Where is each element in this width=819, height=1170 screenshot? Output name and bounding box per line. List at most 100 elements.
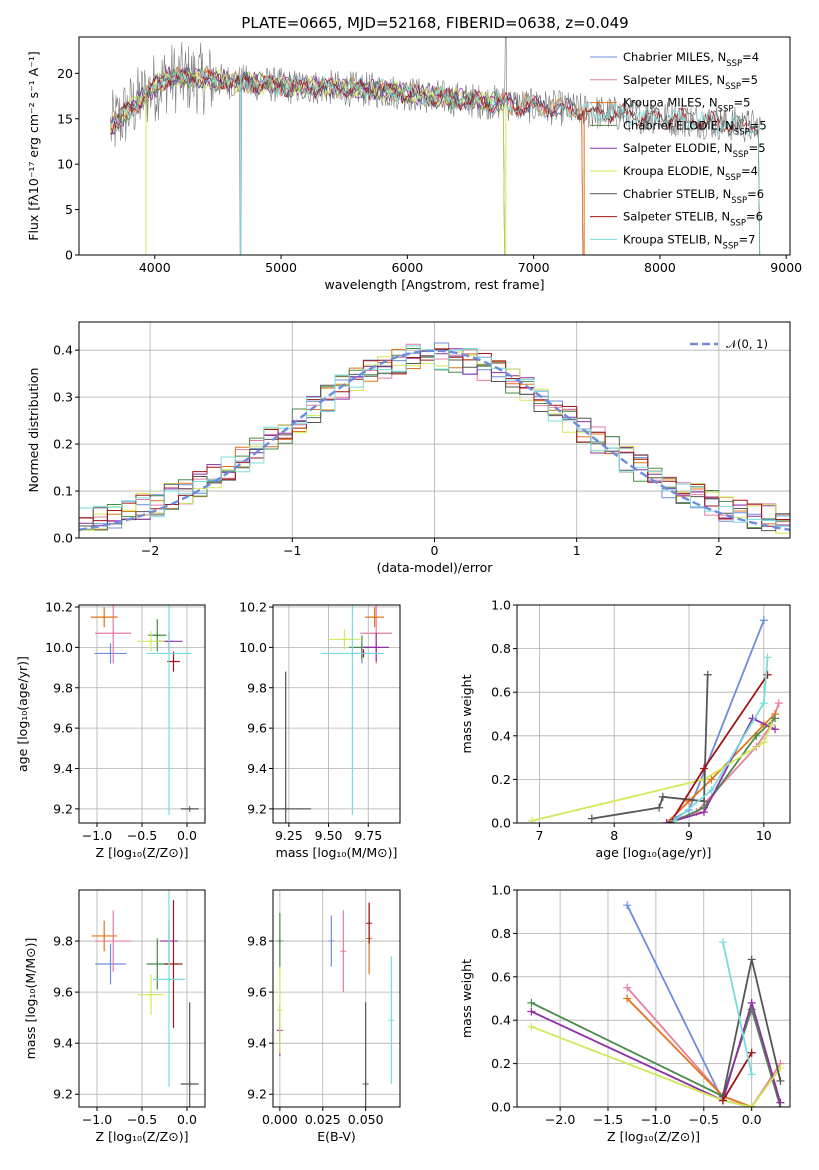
y-axis-label: mass weight [459, 674, 474, 753]
legend-subscript: SSP [733, 150, 749, 160]
x-tick-label: 9.25 [275, 828, 303, 843]
data-point [527, 1007, 536, 1016]
x-tick-label: 0.050 [348, 1112, 384, 1127]
data-point [527, 816, 536, 823]
mass-weight-line [666, 702, 780, 823]
data-point [718, 938, 727, 947]
data-point [747, 1070, 756, 1079]
x-tick-label: 8000 [644, 260, 676, 275]
data-point [718, 1096, 727, 1105]
y-tick-label: 0.6 [491, 685, 511, 700]
y-axis-label: Flux [fλ10⁻¹⁷ erg cm⁻² s⁻¹ A⁻¹] [26, 51, 41, 240]
x-axis-label: (data-model)/error [377, 560, 494, 575]
y-tick-label: 10 [57, 157, 73, 172]
age-mass-frame [272, 604, 401, 824]
legend-value: =6 [746, 210, 763, 224]
x-tick-label: 9.75 [354, 828, 382, 843]
data-point [707, 786, 716, 795]
data-point [752, 731, 761, 740]
mass-weight-line [531, 724, 773, 822]
data-point [170, 961, 177, 968]
x-tick-label: −1.5 [593, 1112, 623, 1127]
x-tick-label: 0.0 [177, 828, 197, 843]
x-axis-label: wavelength [Angstrom, rest frame] [324, 277, 544, 292]
data-point [527, 998, 536, 1007]
y-tick-label: 0.0 [491, 816, 511, 831]
legend-label: Chabrier ELODIE, NSSP=5 [623, 118, 767, 137]
legend-label: Chabrier MILES, NSSP=4 [623, 50, 759, 69]
data-point [371, 614, 378, 621]
mass-ebv-plot-area [276, 902, 395, 1107]
x-tick-label: −0.5 [127, 828, 157, 843]
model-spectrum-line [110, 69, 761, 255]
data-point [186, 1081, 193, 1088]
data-point [388, 1017, 395, 1024]
data-point [776, 1076, 785, 1085]
x-tick-label: 9.50 [315, 828, 343, 843]
y-tick-label: 5 [65, 202, 73, 217]
data-point [699, 797, 708, 806]
x-tick-label: 0 [431, 543, 439, 558]
x-axis-label: Z [log₁₀(Z/Z⊙)] [96, 1129, 189, 1144]
residuals-frame [78, 321, 791, 539]
data-point [771, 725, 780, 734]
data-point [110, 630, 117, 637]
x-axis-label: age [log₁₀(age/yr)] [596, 845, 712, 860]
data-point [707, 775, 716, 784]
data-point [154, 961, 161, 968]
x-axis-label: mass [log₁₀(M/M⊙)] [276, 845, 398, 860]
data-point [587, 814, 596, 823]
y-tick-label: 0.3 [53, 390, 73, 405]
y-tick-label: 9.6 [53, 985, 73, 1000]
legend-value: =5 [733, 96, 750, 110]
mass-weight-line [531, 999, 782, 1103]
x-tick-label: −0.5 [689, 1112, 719, 1127]
data-point [186, 805, 193, 812]
data-point [340, 948, 347, 955]
data-point [328, 938, 335, 945]
legend-subscript: SSP [730, 219, 746, 229]
mass-weight-line [673, 657, 769, 822]
data-point [747, 1103, 756, 1107]
y-tick-label: 9.8 [247, 934, 267, 949]
figure-title: PLATE=0665, MJD=52168, FIBERID=0638, z=0… [241, 14, 628, 32]
y-tick-label: 0.8 [491, 641, 511, 656]
legend-subscript: SSP [734, 127, 750, 137]
weight-z-plot-area [527, 901, 785, 1107]
x-tick-label: 0.000 [262, 1112, 298, 1127]
age-mass-plot-area [273, 605, 393, 823]
legend-value: =7 [738, 232, 755, 246]
y-tick-label: 1.0 [491, 883, 511, 898]
y-axis-label: Normed distribution [26, 368, 41, 493]
x-tick-label: −1.0 [641, 1112, 671, 1127]
x-tick-label: 2 [715, 543, 723, 558]
x-tick-label: −2.0 [545, 1112, 575, 1127]
data-point [276, 938, 283, 945]
data-point [170, 658, 177, 665]
y-tick-label: 10.0 [45, 640, 73, 655]
y-tick-label: 0.0 [53, 531, 73, 546]
histogram-step [79, 345, 790, 527]
x-tick-label: 7000 [518, 260, 550, 275]
mass-weight-line [626, 997, 753, 1107]
x-tick-label: −0.5 [127, 1112, 157, 1127]
model-spectrum-line [110, 68, 506, 255]
mass-ebv-frame [272, 889, 401, 1108]
data-point [349, 650, 356, 657]
y-tick-label: 9.2 [247, 801, 267, 816]
legend-value: =5 [750, 118, 767, 132]
data-point [166, 650, 172, 657]
y-tick-label: 0.4 [491, 728, 511, 743]
x-axis-label: Z [log₁₀(Z/Z⊙)] [96, 845, 189, 860]
data-point [366, 920, 373, 927]
model-spectrum-line [110, 68, 761, 255]
x-tick-label: −1.0 [82, 1112, 112, 1127]
data-point [362, 1081, 369, 1088]
x-tick-label: 7 [535, 828, 543, 843]
data-point [776, 1098, 785, 1107]
y-tick-label: 9.8 [53, 934, 73, 949]
x-tick-label: 8 [610, 828, 618, 843]
data-point [763, 670, 772, 679]
data-point [699, 808, 708, 817]
